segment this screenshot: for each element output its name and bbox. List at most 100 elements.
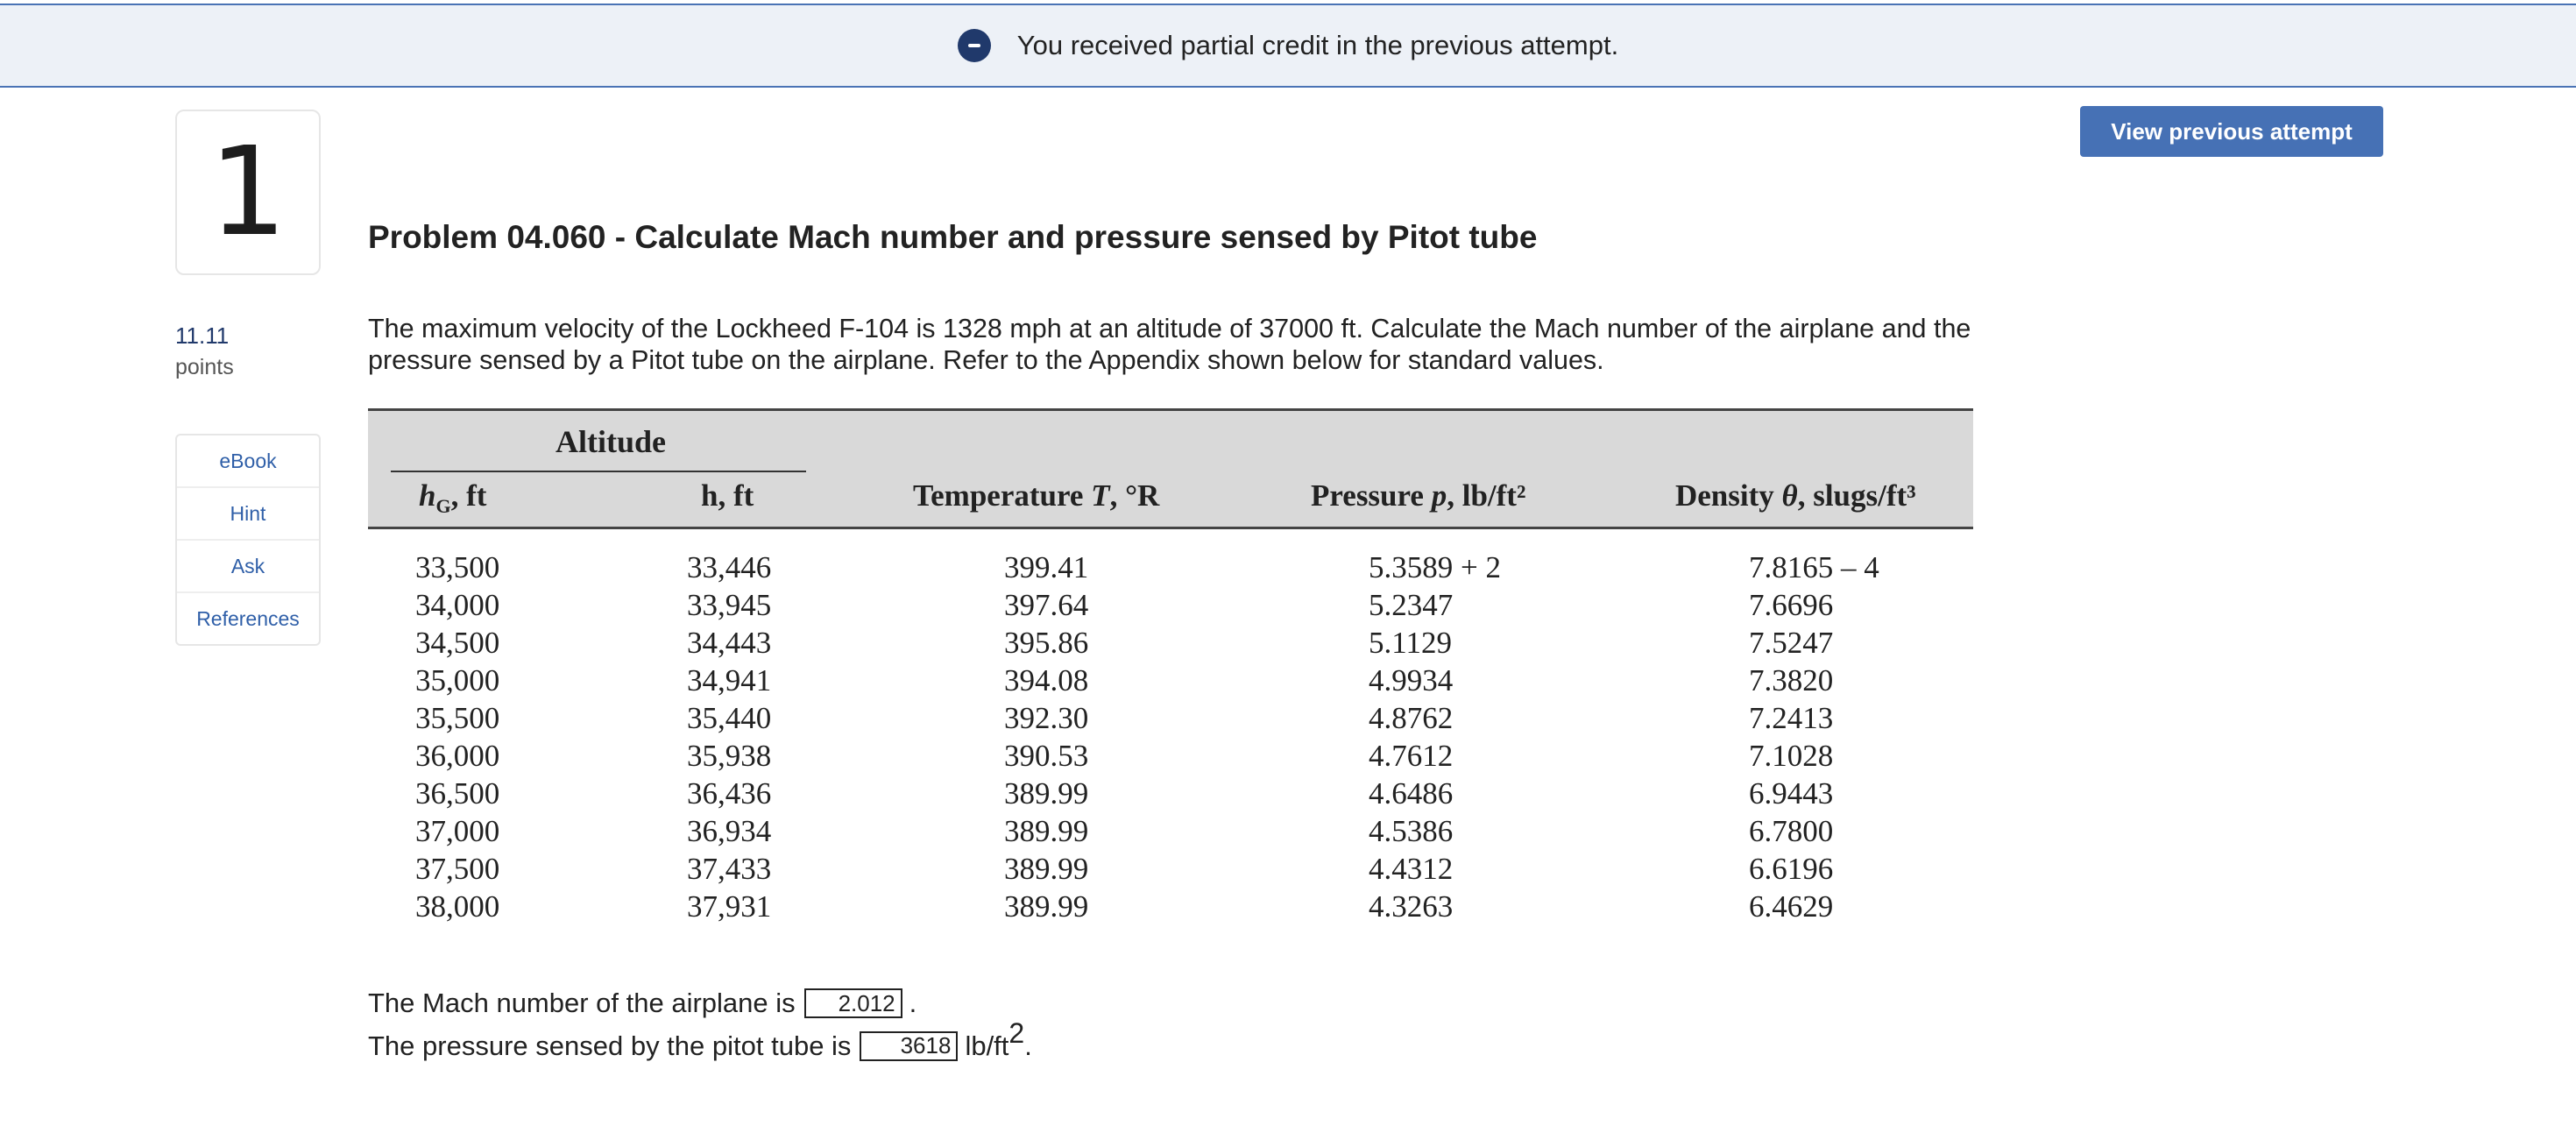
cell-hg: 36,000	[415, 739, 500, 773]
press-symbol: p	[1431, 478, 1447, 513]
cell-density: 6.7800	[1749, 814, 1834, 848]
mach-answer-line: The Mach number of the airplane is 2.012…	[368, 988, 916, 1019]
cell-pressure: 4.4312	[1369, 852, 1454, 886]
mach-number-input[interactable]: 2.012	[803, 988, 902, 1018]
minus-circle-icon	[957, 29, 991, 62]
cell-h: 36,934	[687, 814, 772, 848]
cell-temperature: 389.99	[1004, 776, 1089, 811]
cell-density: 7.2413	[1749, 701, 1834, 735]
view-previous-attempt-button[interactable]: View previous attempt	[2080, 106, 2383, 157]
cell-density: 6.6196	[1749, 852, 1834, 886]
col-header-hg: hG, ft	[419, 478, 486, 518]
problem-title: Problem 04.060 - Calculate Mach number a…	[368, 219, 1538, 255]
table-header: Altitude hG, ft h, ft Temperature T, °R …	[368, 408, 1973, 529]
press-prefix: Pressure	[1311, 478, 1432, 513]
cell-temperature: 389.99	[1004, 814, 1089, 848]
cell-density: 7.1028	[1749, 739, 1834, 773]
dens-unit: , slugs/ft³	[1797, 478, 1916, 513]
temp-unit: , °R	[1109, 478, 1160, 513]
cell-h: 34,443	[687, 626, 772, 660]
pressure-answer-line: The pressure sensed by the pitot tube is…	[368, 1017, 1032, 1062]
cell-h: 33,446	[687, 550, 772, 584]
cell-temperature: 390.53	[1004, 739, 1089, 773]
cell-hg: 37,500	[415, 852, 500, 886]
col-header-h: h, ft	[701, 478, 754, 513]
mach-prefix: The Mach number of the airplane is	[368, 988, 796, 1018]
ask-link[interactable]: Ask	[177, 541, 319, 593]
references-link[interactable]: References	[196, 606, 300, 630]
cell-hg: 36,500	[415, 776, 500, 811]
cell-pressure: 5.3589 + 2	[1369, 550, 1501, 584]
ebook-link[interactable]: eBook	[177, 435, 319, 488]
pressure-unit: lb/ft	[965, 1030, 1009, 1061]
col-header-pressure: Pressure p, lb/ft²	[1311, 478, 1525, 513]
cell-hg: 38,000	[415, 889, 500, 924]
cell-temperature: 389.99	[1004, 889, 1089, 924]
altitude-rule	[391, 471, 806, 472]
cell-pressure: 4.6486	[1369, 776, 1454, 811]
cell-pressure: 5.1129	[1369, 626, 1452, 660]
cell-h: 36,436	[687, 776, 772, 811]
points-value: 11.11	[175, 322, 230, 349]
top-rule	[0, 4, 2576, 5]
cell-hg: 37,000	[415, 814, 500, 848]
hint-link[interactable]: Hint	[177, 488, 319, 541]
cell-density: 6.9443	[1749, 776, 1834, 811]
mach-suffix: .	[909, 988, 917, 1018]
cell-pressure: 4.7612	[1369, 739, 1454, 773]
cell-hg: 33,500	[415, 550, 500, 584]
side-tools-panel: eBook Hint Ask References	[175, 434, 321, 646]
cell-hg: 34,500	[415, 626, 500, 660]
standard-atmosphere-table: Altitude hG, ft h, ft Temperature T, °R …	[368, 408, 1973, 934]
dens-prefix: Density	[1675, 478, 1782, 513]
temp-symbol: T	[1091, 478, 1110, 513]
column-h: 33,446 33,945 34,443 34,941 35,440 35,938 36,4…	[687, 549, 771, 925]
cell-density: 7.3820	[1749, 663, 1834, 697]
press-unit: , lb/ft²	[1447, 478, 1526, 513]
cell-h: 37,433	[687, 852, 772, 886]
pressure-input[interactable]: 3618	[860, 1030, 959, 1061]
hg-symbol: h	[419, 478, 436, 513]
hg-subscript: G	[435, 495, 451, 517]
dens-symbol: θ	[1781, 478, 1798, 513]
cell-temperature: 394.08	[1004, 663, 1089, 697]
pressure-prefix: The pressure sensed by the pitot tube is	[368, 1030, 852, 1061]
problem-text: The maximum velocity of the Lockheed F-1…	[368, 314, 1971, 375]
column-hg: 33,500 34,000 34,500 35,000 35,500 36,000 36,5…	[415, 549, 499, 925]
cell-h: 33,945	[687, 588, 772, 622]
cell-pressure: 4.9934	[1369, 663, 1454, 697]
cell-temperature: 395.86	[1004, 626, 1089, 660]
cell-density: 6.4629	[1749, 889, 1834, 924]
cell-h: 37,931	[687, 889, 772, 924]
question-number: 1	[209, 120, 287, 264]
cell-temperature: 392.30	[1004, 701, 1089, 735]
cell-h: 35,938	[687, 739, 772, 773]
cell-temperature: 389.99	[1004, 852, 1089, 886]
cell-hg: 34,000	[415, 588, 500, 622]
cell-h: 35,440	[687, 701, 772, 735]
altitude-group-header: Altitude	[556, 424, 666, 459]
pressure-suffix: .	[1024, 1030, 1032, 1061]
cell-pressure: 4.3263	[1369, 889, 1454, 924]
col-header-temperature: Temperature T, °R	[913, 478, 1159, 513]
cell-hg: 35,000	[415, 663, 500, 697]
question-number-box: 1	[175, 110, 321, 275]
cell-hg: 35,500	[415, 701, 500, 735]
col-header-density: Density θ, slugs/ft³	[1675, 478, 1916, 513]
cell-temperature: 397.64	[1004, 588, 1089, 622]
cell-temperature: 399.41	[1004, 550, 1089, 584]
cell-pressure: 4.8762	[1369, 701, 1454, 735]
cell-density: 7.6696	[1749, 588, 1834, 622]
banner-text: You received partial credit in the previ…	[1016, 30, 1619, 60]
cell-density: 7.8165 – 4	[1749, 550, 1879, 584]
cell-pressure: 4.5386	[1369, 814, 1454, 848]
partial-credit-banner: You received partial credit in the previ…	[0, 5, 2576, 88]
column-pressure: 5.3589 + 2 5.2347 5.1129 4.9934 4.8762 4.7612…	[1369, 549, 1501, 925]
column-temperature: 399.41 397.64 395.86 394.08 392.30 390.53 389.…	[1004, 549, 1088, 925]
column-density: 7.8165 – 4 7.6696 7.5247 7.3820 7.2413 7.1028…	[1749, 549, 1879, 925]
pressure-exponent: 2	[1008, 1017, 1025, 1049]
cell-pressure: 5.2347	[1369, 588, 1454, 622]
hg-unit: , ft	[450, 478, 487, 513]
points-label: points	[175, 355, 234, 379]
cell-h: 34,941	[687, 663, 772, 697]
